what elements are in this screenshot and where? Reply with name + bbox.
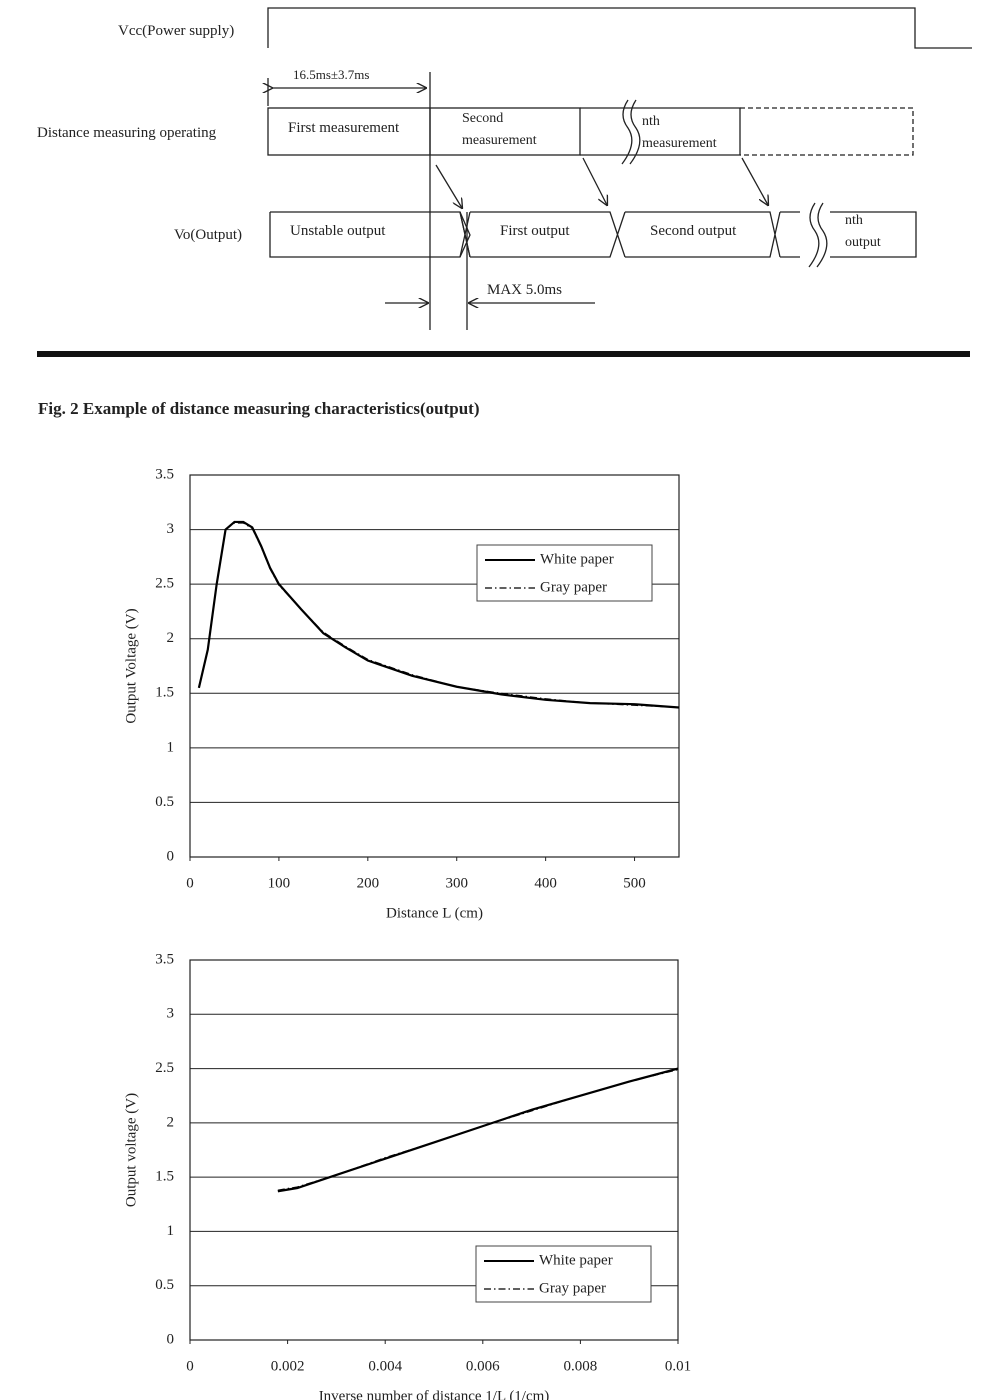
y-tick-label: 0.5	[155, 794, 174, 810]
y-axis-label: Output Voltage (V)	[123, 608, 139, 723]
series-line	[198, 522, 680, 709]
series-line	[277, 1069, 679, 1191]
legend-label: Gray paper	[540, 579, 607, 595]
x-tick-label: 300	[445, 875, 468, 891]
x-tick-label: 0.008	[564, 1358, 598, 1374]
y-tick-label: 3.5	[155, 466, 174, 482]
output-label: Vo(Output)	[174, 227, 243, 243]
output-state: First output	[500, 223, 570, 239]
y-tick-label: 2	[167, 630, 175, 646]
x-tick-label: 0.004	[368, 1358, 402, 1374]
x-tick-label: 400	[534, 875, 557, 891]
x-tick-label: 0	[186, 875, 194, 891]
measurement-label: nth measurement	[642, 114, 717, 151]
y-tick-label: 1.5	[155, 1169, 174, 1185]
y-tick-label: 0.5	[155, 1277, 174, 1293]
y-axis-label: Output voltage (V)	[123, 1093, 139, 1207]
measurement-label: Second measurement	[462, 111, 537, 148]
series-line	[277, 1067, 679, 1193]
y-tick-label: 1	[167, 739, 175, 755]
y-tick-label: 2.5	[155, 1060, 174, 1076]
x-axis-label: Distance L (cm)	[386, 905, 483, 921]
x-axis-label: Inverse number of distance 1/L (1/cm)	[319, 1388, 550, 1400]
y-tick-label: 1.5	[155, 685, 174, 701]
output-state: Second output	[650, 223, 737, 239]
x-tick-label: 0.01	[665, 1358, 691, 1374]
plot-frame	[189, 474, 680, 858]
period-label: 16.5ms±3.7ms	[293, 67, 370, 82]
y-tick-label: 3.5	[155, 951, 174, 967]
y-tick-label: 2	[167, 1114, 175, 1130]
legend-box	[476, 544, 653, 602]
x-tick-label: 0.006	[466, 1358, 500, 1374]
measurement-label: First measurement	[288, 120, 400, 136]
delay-label: MAX 5.0ms	[487, 282, 563, 298]
y-tick-label: 3	[167, 521, 175, 537]
operating-label: Distance measuring operating	[37, 125, 217, 141]
legend-label: White paper	[539, 1252, 613, 1268]
x-tick-label: 0.002	[271, 1358, 305, 1374]
figure-title: Fig. 2 Example of distance measuring cha…	[38, 399, 480, 418]
x-tick-label: 100	[268, 875, 291, 891]
plot-frame	[189, 959, 679, 1341]
y-tick-label: 1	[167, 1223, 175, 1239]
output-state: nth output	[845, 213, 881, 250]
vcc-label: Vcc(Power supply)	[118, 23, 235, 39]
x-tick-label: 200	[357, 875, 380, 891]
y-tick-label: 0	[167, 848, 175, 864]
x-tick-label: 500	[623, 875, 646, 891]
x-tick-label: 0	[186, 1358, 194, 1374]
legend-label: Gray paper	[539, 1280, 606, 1296]
legend-box	[475, 1245, 652, 1303]
y-tick-label: 2.5	[155, 576, 174, 592]
y-tick-label: 3	[167, 1006, 175, 1022]
legend-label: White paper	[540, 551, 614, 567]
y-tick-label: 0	[167, 1331, 175, 1347]
output-state: Unstable output	[290, 223, 386, 239]
